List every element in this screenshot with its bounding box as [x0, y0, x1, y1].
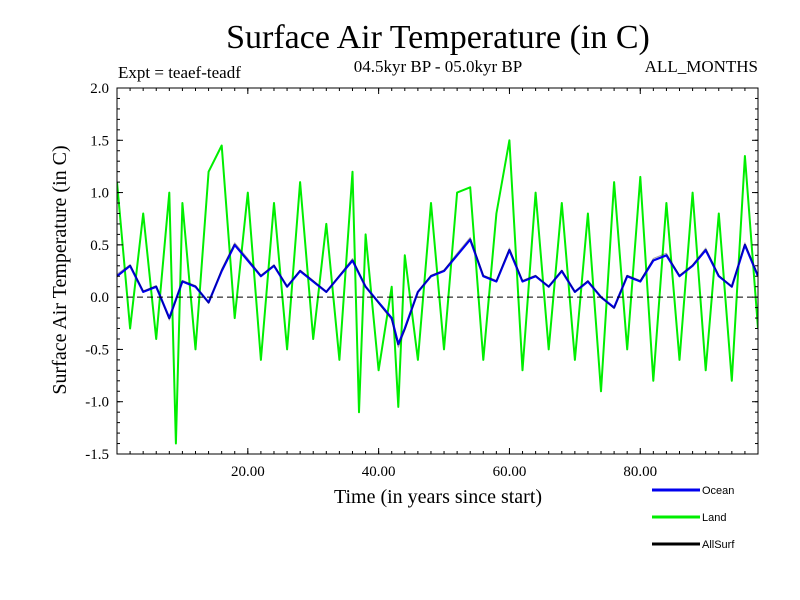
plot-frame	[116, 87, 759, 455]
y-axis-label: Surface Air Temperature (in C)	[49, 145, 71, 394]
y-tick-label: 0.5	[90, 238, 109, 254]
series-line-land	[117, 139, 758, 445]
experiment-label: Expt = teaef-teadf	[118, 63, 241, 82]
y-tick-label: -1.0	[85, 395, 109, 411]
legend-label-ocean: Ocean	[702, 485, 734, 497]
x-tick-label: 80.00	[623, 464, 657, 480]
months-label: ALL_MONTHS	[645, 57, 758, 76]
x-axis-label: Time (in years since start)	[334, 486, 542, 508]
x-tick-label: 60.00	[493, 464, 527, 480]
period-label: 04.5kyr BP - 05.0kyr BP	[354, 57, 522, 76]
series-layer	[117, 139, 758, 445]
y-tick-label: 2.0	[90, 81, 109, 97]
y-tick-label: 0.0	[90, 290, 109, 306]
y-tick-label: -1.5	[85, 447, 109, 463]
y-tick-label: -0.5	[85, 342, 109, 358]
legend: Ocean Land AllSurf	[652, 485, 735, 551]
ticks-layer: -1.5 -1.0 -0.5 0.0 0.5 1.0 1.5 2.0 20.00 40.00 60.…	[85, 81, 759, 480]
y-tick-label: 1.5	[90, 133, 109, 149]
series-line-ocean	[117, 238, 758, 346]
chart-title: Surface Air Temperature (in C)	[226, 19, 650, 56]
y-tick-label: 1.0	[90, 186, 109, 202]
series-line-allsurf	[117, 237, 758, 348]
x-tick-label: 40.00	[362, 464, 396, 480]
x-tick-label: 20.00	[231, 464, 265, 480]
legend-label-land: Land	[702, 512, 726, 524]
legend-label-allsurf: AllSurf	[702, 539, 735, 551]
